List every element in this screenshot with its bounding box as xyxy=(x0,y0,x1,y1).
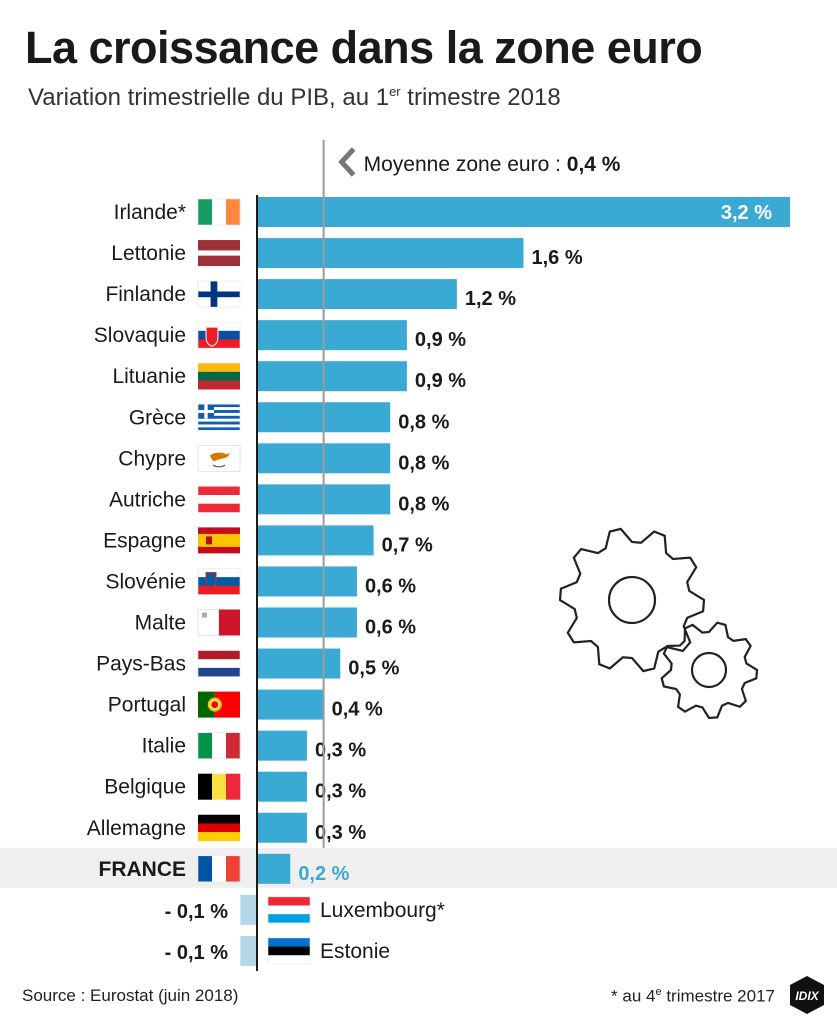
source-note: Source : Eurostat (juin 2018) xyxy=(22,986,239,1005)
value-label: 0,3 % xyxy=(315,740,366,762)
value-label: 0,6 % xyxy=(365,575,416,597)
category-label: Slovénie xyxy=(105,570,186,593)
bar xyxy=(257,771,307,802)
bar xyxy=(257,689,324,720)
value-label: 0,5 % xyxy=(348,658,399,680)
value-label: 0,8 % xyxy=(398,493,449,515)
category-label: Finlande xyxy=(105,283,186,306)
subtitle-main: Variation trimestrielle du PIB, au 1 xyxy=(28,84,390,111)
subtitle-end: trimestre 2018 xyxy=(400,84,561,111)
gear-hole xyxy=(607,575,657,625)
footnote-main: * au 4 xyxy=(611,986,656,1006)
category-label: Portugal xyxy=(108,694,186,717)
subtitle-sup: er xyxy=(389,84,401,99)
germany-flag xyxy=(198,814,240,842)
value-label: 0,3 % xyxy=(315,781,366,803)
netherlands-flag xyxy=(197,650,241,677)
value-label: - 0,1 % xyxy=(165,942,229,964)
category-label: Pays-Bas xyxy=(96,653,186,676)
value-label: 1,2 % xyxy=(465,288,516,310)
bar xyxy=(240,894,257,925)
bar xyxy=(257,525,374,556)
category-label: Italie xyxy=(142,735,186,758)
slovenia-flag xyxy=(197,568,241,595)
value-label: - 0,1 % xyxy=(165,901,229,923)
ireland-flag xyxy=(197,198,241,226)
estonia-flag xyxy=(267,937,311,965)
bar xyxy=(257,279,457,310)
value-label: 0,8 % xyxy=(398,411,449,433)
bar xyxy=(257,197,790,227)
bar xyxy=(257,812,307,843)
portugal-flag xyxy=(198,691,240,718)
austria-flag xyxy=(197,486,241,513)
category-label: Allemagne xyxy=(87,817,186,840)
category-label: Slovaquie xyxy=(94,324,186,347)
category-label: FRANCE xyxy=(99,858,187,881)
category-label: Grèce xyxy=(129,406,186,429)
italy-flag xyxy=(197,732,241,759)
spain-flag xyxy=(198,527,240,554)
cyprus-flag xyxy=(197,444,241,472)
chart-title: La croissance dans la zone euro xyxy=(25,22,703,73)
finland-flag xyxy=(197,280,241,308)
latvia-flag xyxy=(198,240,240,267)
value-label: 0,9 % xyxy=(415,329,466,351)
bar xyxy=(257,730,307,761)
footnote-sup: e xyxy=(655,986,662,998)
average-value: 0,4 % xyxy=(567,153,621,176)
bar xyxy=(257,648,341,679)
value-label: 0,9 % xyxy=(415,370,466,392)
bar xyxy=(257,566,357,597)
value-label: 0,4 % xyxy=(332,699,383,721)
chart-subtitle: Variation trimestrielle du PIB, au 1er t… xyxy=(28,84,561,112)
gear-hole xyxy=(690,651,728,689)
bar xyxy=(257,320,407,351)
average-label-text: Moyenne zone euro : xyxy=(364,153,567,176)
bar xyxy=(257,361,407,392)
category-label: Lettonie xyxy=(111,242,186,265)
category-label: Belgique xyxy=(104,776,186,799)
slovakia-flag xyxy=(197,321,241,349)
lithuania-flag xyxy=(198,363,240,390)
chevron-left-icon xyxy=(338,147,356,177)
average-label: Moyenne zone euro : 0,4 % xyxy=(364,153,621,176)
category-label: Espagne xyxy=(103,529,186,552)
value-label: 0,8 % xyxy=(398,452,449,474)
category-label: Malte xyxy=(135,612,186,635)
bar xyxy=(257,238,524,269)
category-label: Luxembourg* xyxy=(320,899,445,922)
value-label: 3,2 % xyxy=(721,202,772,224)
gear-icon xyxy=(660,621,759,720)
category-label: Lituanie xyxy=(112,365,186,388)
category-label: Irlande* xyxy=(114,201,186,224)
gear-icon xyxy=(558,527,706,673)
value-label: 0,3 % xyxy=(315,822,366,844)
category-label: Chypre xyxy=(118,447,186,470)
bar xyxy=(240,935,257,966)
value-label: 0,2 % xyxy=(298,863,349,885)
bar xyxy=(257,607,357,638)
highlight-row xyxy=(0,847,837,888)
luxembourg-flag xyxy=(267,896,311,924)
footnote: * au 4e trimestre 2017 xyxy=(611,986,775,1007)
category-label: Autriche xyxy=(109,488,186,511)
malta-flag xyxy=(197,609,240,636)
value-label: 0,7 % xyxy=(382,534,433,556)
bar xyxy=(257,853,291,884)
category-label: Estonie xyxy=(320,940,390,963)
value-label: 0,6 % xyxy=(365,617,416,639)
france-flag xyxy=(197,855,241,883)
idix-logo: IDIX xyxy=(790,976,824,1014)
greece-flag xyxy=(197,403,241,431)
logo-text: IDIX xyxy=(795,989,819,1003)
gears-icon xyxy=(558,527,759,720)
belgium-flag xyxy=(198,773,241,800)
value-label: 1,6 % xyxy=(532,247,583,269)
footnote-end: trimestre 2017 xyxy=(661,986,775,1006)
